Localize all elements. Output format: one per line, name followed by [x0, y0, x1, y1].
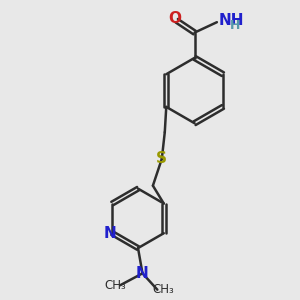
Text: CH₃: CH₃ [152, 283, 174, 296]
Text: H: H [230, 19, 241, 32]
Text: O: O [168, 11, 181, 26]
Text: N: N [103, 226, 116, 241]
Text: N: N [136, 266, 149, 281]
Text: CH₃: CH₃ [105, 279, 127, 292]
Text: S: S [156, 152, 167, 166]
Text: NH: NH [218, 13, 244, 28]
